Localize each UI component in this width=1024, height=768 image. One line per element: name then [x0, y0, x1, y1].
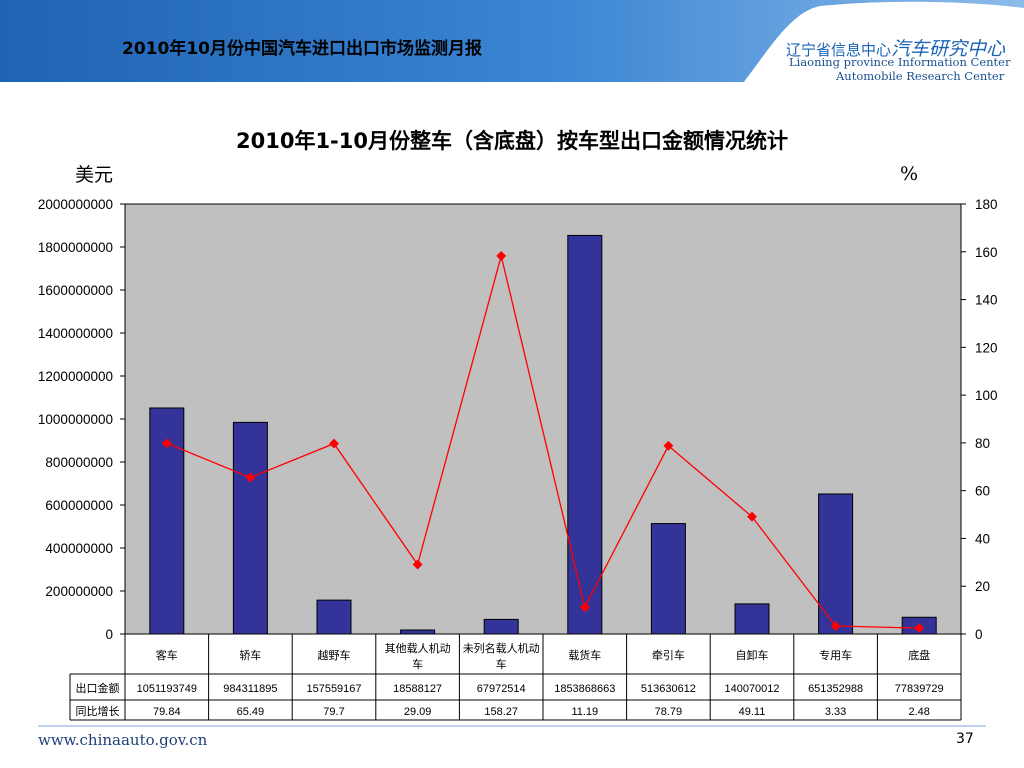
- growth-point-越野车: [329, 438, 339, 449]
- table-cell: 65.49: [237, 706, 265, 718]
- right-axis-unit: %: [900, 163, 919, 185]
- bar-牵引车: [650, 523, 686, 635]
- growth-point-未列名载人机动车: [496, 250, 507, 261]
- table-cell: 77839729: [895, 683, 944, 695]
- category-label: 自卸车: [736, 648, 769, 662]
- left-axis-tick-label: 800000000: [45, 455, 113, 470]
- growth-point-载货车: [579, 602, 590, 613]
- table-cell: 67972514: [477, 683, 526, 695]
- table-cell: 2.48: [908, 706, 929, 718]
- table-cell: 513630612: [641, 683, 696, 695]
- growth-point-其他载人机动车: [412, 559, 423, 570]
- left-axis-tick-label: 2000000000: [38, 197, 113, 212]
- left-axis-tick-label: 600000000: [45, 498, 113, 513]
- table-cell: 18588127: [393, 683, 442, 695]
- growth-line: [166, 255, 920, 629]
- category-label: 专用车: [819, 648, 852, 662]
- table-cell: 140070012: [724, 683, 779, 695]
- growth-point-牵引车: [663, 440, 674, 451]
- table-cell: 3.33: [825, 706, 846, 718]
- category-label: 底盘: [908, 648, 930, 662]
- logo-english-line1: Liaoning province Information Center: [789, 55, 1011, 69]
- right-axis-tick-label: 60: [975, 484, 990, 499]
- left-axis-unit: 美元: [75, 164, 114, 186]
- left-axis-tick-label: 0: [105, 627, 113, 642]
- left-axis-tick-label: 200000000: [45, 584, 113, 599]
- bar-轿车: [232, 421, 268, 635]
- table-cell: 49.11: [739, 706, 766, 718]
- logo-chinese: 辽宁省信息中心汽车研究中心: [786, 34, 1005, 61]
- logo-english-line2: Automobile Research Center: [836, 69, 1005, 83]
- bar-载货车: [567, 234, 603, 635]
- right-axis-tick-label: 180: [975, 197, 998, 212]
- table-cell: 984311895: [223, 683, 277, 695]
- footer-url[interactable]: www.chinaauto.gov.cn: [38, 731, 208, 749]
- right-axis-tick-label: 120: [975, 340, 998, 355]
- bar-未列名载人机动车: [483, 618, 519, 635]
- table-cell: 157559167: [306, 683, 361, 695]
- right-axis-tick-label: 80: [975, 436, 990, 451]
- table-cell: 79.7: [323, 706, 344, 718]
- left-axis-tick-label: 1600000000: [38, 283, 113, 298]
- logo-cn-prefix: 辽宁省信息中心: [786, 41, 892, 59]
- right-axis-tick-label: 160: [975, 245, 998, 260]
- table-row-label: 出口金额: [76, 681, 120, 695]
- category-label: 载货车: [568, 648, 601, 662]
- growth-point-底盘: [914, 623, 925, 634]
- left-axis-tick-label: 1200000000: [38, 369, 113, 384]
- category-label: 越野车: [318, 648, 351, 662]
- growth-point-自卸车: [747, 511, 757, 522]
- table-cell: 79.84: [153, 706, 181, 718]
- left-axis-tick-label: 1800000000: [38, 240, 113, 255]
- table-row-label: 同比增长: [76, 704, 120, 718]
- table-cell: 1853868663: [554, 683, 615, 695]
- category-label: 车: [412, 657, 423, 671]
- bar-专用车: [818, 493, 854, 635]
- growth-point-客车: [161, 438, 172, 449]
- growth-point-专用车: [830, 621, 841, 631]
- chart-title: 2010年1-10月份整车（含底盘）按车型出口金额情况统计: [236, 129, 788, 153]
- category-label: 牵引车: [652, 648, 685, 662]
- left-axis-tick-label: 400000000: [45, 541, 113, 556]
- bar-其他载人机动车: [400, 629, 436, 635]
- category-label: 客车: [156, 648, 178, 662]
- table-cell: 158.27: [484, 706, 518, 718]
- category-label: 未列名载人机动: [463, 641, 540, 655]
- table-cell: 78.79: [655, 706, 683, 718]
- right-axis-tick-label: 20: [975, 579, 990, 594]
- bar-自卸车: [734, 603, 770, 635]
- growth-point-轿车: [245, 472, 256, 483]
- header-title: 2010年10月份中国汽车进口出口市场监测月报: [122, 39, 482, 59]
- right-axis-tick-label: 0: [975, 627, 983, 642]
- category-label: 轿车: [239, 648, 261, 662]
- table-cell: 11.19: [571, 706, 598, 718]
- table-cell: 651352988: [808, 683, 863, 695]
- right-axis-tick-label: 140: [975, 293, 998, 308]
- page-number: 37: [956, 731, 974, 747]
- left-axis-tick-label: 1400000000: [38, 326, 113, 341]
- logo-cn-main: 汽车研究中心: [891, 38, 1006, 60]
- footer-divider: [38, 725, 986, 727]
- table-cell: 29.09: [404, 706, 432, 718]
- header-banner: [0, 0, 1024, 82]
- left-axis-tick-label: 1000000000: [38, 412, 113, 427]
- bar-越野车: [316, 599, 352, 635]
- right-axis-tick-label: 40: [975, 531, 990, 546]
- category-label: 其他载人机动: [385, 641, 451, 655]
- slide-header: 2010年10月份中国汽车进口出口市场监测月报 辽宁省信息中心汽车研究中心 Li…: [0, 0, 1024, 83]
- right-axis-tick-label: 100: [975, 388, 998, 403]
- category-label: 车: [496, 657, 507, 671]
- table-cell: 1051193749: [137, 683, 197, 695]
